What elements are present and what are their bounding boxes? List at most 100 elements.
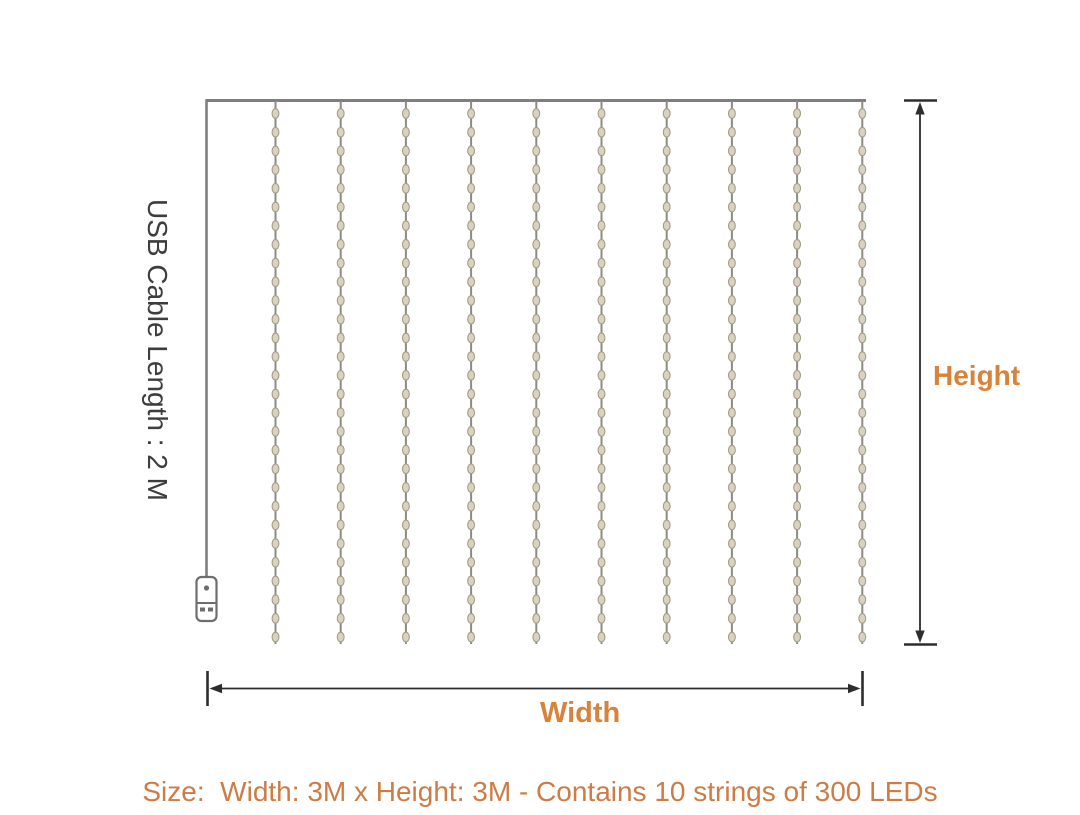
height-label: Height [933, 360, 1021, 391]
led-bead [271, 631, 280, 643]
led-bead [597, 388, 606, 400]
led-bead [467, 332, 476, 344]
led-bead [662, 369, 671, 381]
led-bead [597, 575, 606, 587]
led-string [467, 101, 476, 644]
led-bead [467, 295, 476, 306]
led-bead [662, 239, 671, 250]
led-bead [401, 407, 410, 419]
led-bead [727, 407, 736, 419]
led-bead [467, 444, 476, 456]
led-bead [597, 369, 606, 381]
led-bead [336, 126, 345, 138]
led-bead [467, 201, 476, 213]
led-bead [727, 575, 736, 587]
led-bead [336, 388, 345, 400]
led-bead [401, 145, 410, 157]
led-bead [597, 407, 606, 419]
led-bead [467, 369, 476, 381]
width-dimension-arrow [206, 671, 864, 706]
led-bead [727, 463, 736, 475]
led-bead [793, 500, 802, 512]
led-bead [532, 500, 541, 512]
led-bead [858, 295, 867, 306]
led-bead [597, 444, 606, 456]
led-bead [401, 239, 410, 250]
led-string [597, 101, 606, 644]
led-bead [467, 426, 476, 437]
led-bead [597, 145, 606, 157]
led-bead [271, 500, 280, 512]
led-bead [271, 351, 280, 362]
led-bead [662, 538, 671, 549]
led-bead [532, 631, 541, 643]
led-bead [271, 369, 280, 381]
led-bead [401, 332, 410, 344]
led-bead [271, 482, 280, 493]
led-bead [597, 332, 606, 344]
led-bead [271, 575, 280, 587]
led-bead [858, 594, 867, 606]
led-bead [727, 351, 736, 362]
led-bead [858, 145, 867, 157]
led-bead [858, 182, 867, 194]
led-bead [336, 164, 345, 175]
led-bead [532, 276, 541, 288]
led-bead [532, 257, 541, 269]
led-bead [532, 594, 541, 606]
usb-cable-length-label: USB Cable Length : 2 M [142, 199, 173, 501]
led-bead [532, 407, 541, 419]
led-bead [532, 145, 541, 157]
led-bead [401, 556, 410, 568]
led-bead [336, 556, 345, 568]
led-bead [271, 332, 280, 344]
led-bead [532, 426, 541, 437]
led-bead [858, 351, 867, 362]
led-bead [662, 257, 671, 269]
led-bead [662, 126, 671, 138]
led-bead [401, 388, 410, 400]
led-bead [662, 631, 671, 643]
led-bead [401, 313, 410, 325]
led-bead [401, 500, 410, 512]
led-bead [401, 538, 410, 549]
led-bead [793, 407, 802, 419]
led-bead [467, 556, 476, 568]
led-bead [858, 500, 867, 512]
led-bead [662, 556, 671, 568]
led-bead [793, 257, 802, 269]
led-bead [271, 388, 280, 400]
led-bead [793, 220, 802, 232]
led-bead [401, 631, 410, 643]
led-bead [401, 295, 410, 306]
led-bead [271, 182, 280, 194]
led-bead [336, 426, 345, 437]
led-bead [727, 444, 736, 456]
led-strings [271, 101, 867, 644]
led-bead [467, 126, 476, 138]
led-bead [727, 538, 736, 549]
led-bead [336, 482, 345, 493]
led-bead [793, 369, 802, 381]
led-bead [597, 538, 606, 549]
led-bead [793, 332, 802, 344]
led-string [662, 101, 671, 644]
led-bead [467, 164, 476, 175]
led-bead [727, 556, 736, 568]
led-bead [858, 313, 867, 325]
led-bead [597, 295, 606, 306]
led-bead [597, 482, 606, 493]
led-bead [727, 145, 736, 157]
led-bead [336, 276, 345, 288]
led-bead [662, 145, 671, 157]
led-bead [532, 164, 541, 175]
led-bead [858, 201, 867, 213]
led-bead [271, 613, 280, 624]
led-bead [727, 201, 736, 213]
led-bead [467, 257, 476, 269]
led-bead [401, 613, 410, 624]
led-bead [662, 463, 671, 475]
led-bead [727, 594, 736, 606]
led-bead [858, 239, 867, 250]
